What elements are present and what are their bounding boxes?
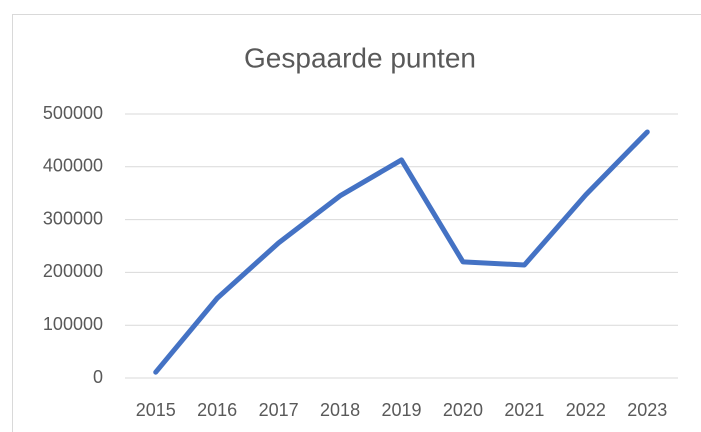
chart-title: Gespaarde punten (244, 42, 476, 73)
x-tick-label: 2015 (136, 400, 176, 420)
x-tick-label: 2017 (259, 400, 299, 420)
y-tick-label: 400000 (43, 156, 103, 176)
y-tick-label: 0 (93, 367, 103, 387)
x-tick-label: 2022 (566, 400, 606, 420)
x-tick-label: 2020 (443, 400, 483, 420)
y-tick-label: 100000 (43, 314, 103, 334)
x-tick-label: 2021 (504, 400, 544, 420)
x-tick-label: 2016 (197, 400, 237, 420)
data-line (153, 129, 650, 375)
y-tick-label: 200000 (43, 261, 103, 281)
y-tick-label: 500000 (43, 103, 103, 123)
x-tick-label: 2019 (381, 400, 421, 420)
x-tick-label: 2023 (627, 400, 667, 420)
y-tick-label: 300000 (43, 208, 103, 228)
x-tick-label: 2018 (320, 400, 360, 420)
chart-border (12, 14, 701, 432)
